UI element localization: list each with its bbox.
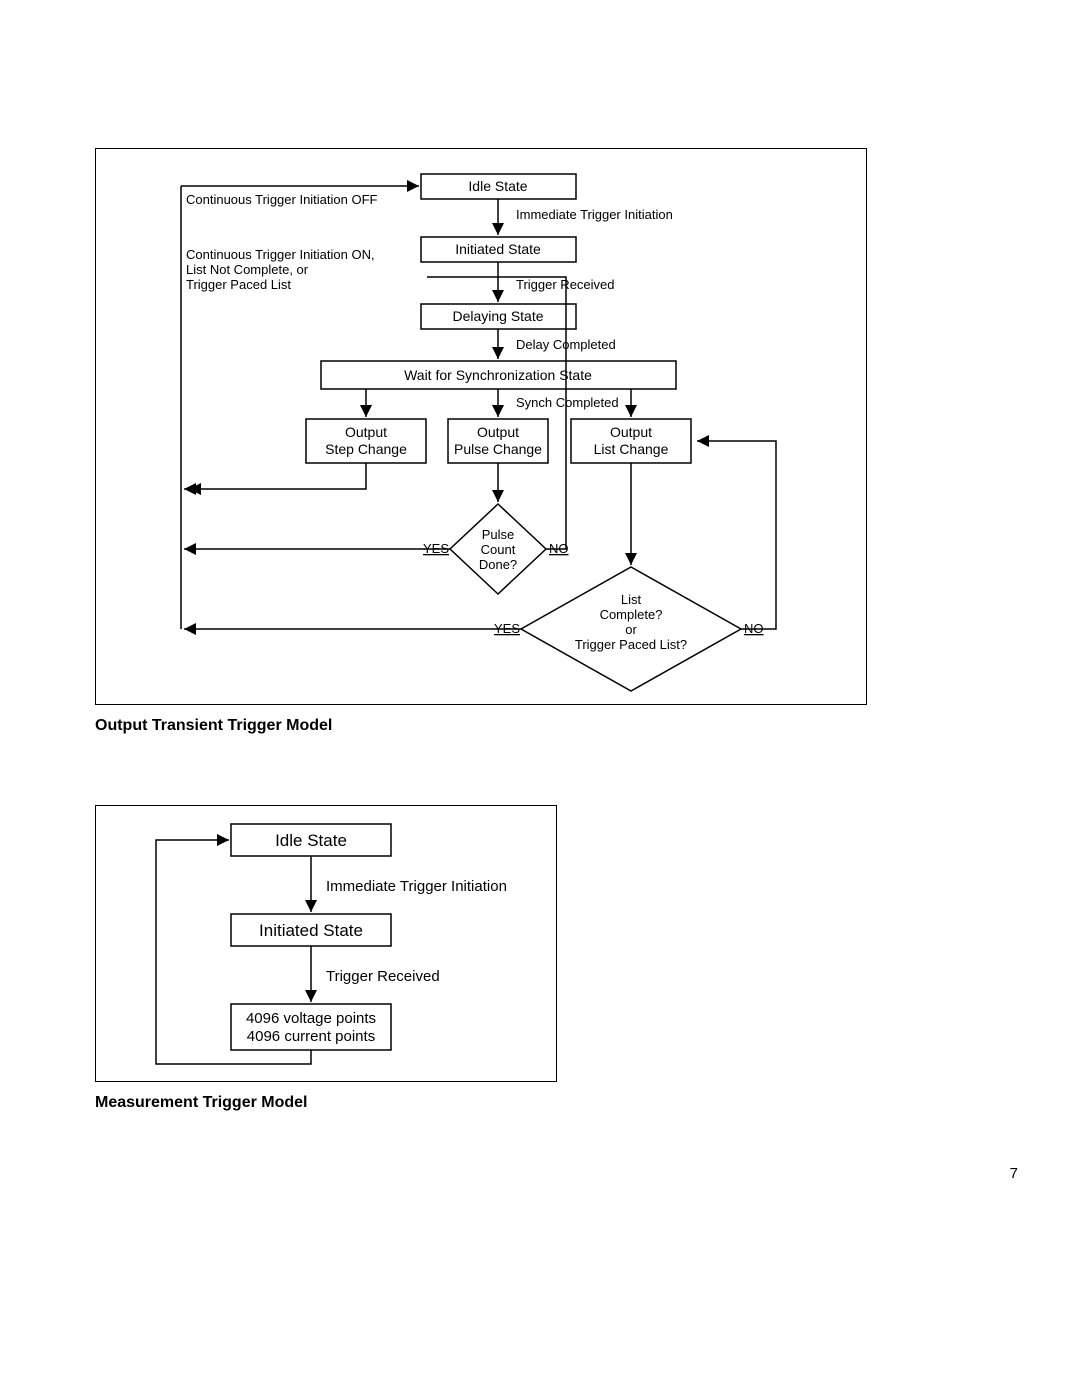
f2-node-initiated-label: Initiated State [259,921,363,940]
edge-outstep-return [189,463,366,489]
label-cont-on-l3: Trigger Paced List [186,277,291,292]
figure1-svg: Idle State Immediate Trigger Initiation … [96,149,866,704]
figure2-caption: Measurement Trigger Model [95,1094,308,1112]
label-synch-done: Synch Completed [516,395,619,410]
pulse-dec-l3: Done? [479,557,517,572]
page-number: 7 [1010,1165,1018,1182]
edge-list-no-return [697,441,776,629]
f2-label-trig-rx: Trigger Received [326,968,440,985]
node-out-list-l1: Output [610,424,652,440]
node-out-step-l1: Output [345,424,387,440]
node-out-list-l2: List Change [594,441,669,457]
node-delaying-label: Delaying State [452,308,543,324]
f2-points-l2: 4096 current points [247,1028,375,1045]
figure2-frame: Idle State Immediate Trigger Initiation … [95,805,557,1082]
list-dec-l4: Trigger Paced List? [575,637,687,652]
node-wait-sync-label: Wait for Synchronization State [404,367,592,383]
pulse-dec-l2: Count [481,542,516,557]
list-dec-l2: Complete? [600,607,663,622]
node-initiated-label: Initiated State [455,241,541,257]
list-dec-l1: List [621,592,642,607]
label-imm-init: Immediate Trigger Initiation [516,207,673,222]
figure2-svg: Idle State Immediate Trigger Initiation … [96,806,556,1081]
pulse-dec-l1: Pulse [482,527,515,542]
node-out-pulse-l2: Pulse Change [454,441,542,457]
node-idle-label: Idle State [468,178,527,194]
label-cont-on-l1: Continuous Trigger Initiation ON, [186,247,375,262]
figure1-caption: Output Transient Trigger Model [95,717,332,735]
f2-node-idle-label: Idle State [275,831,347,850]
figure1-frame: Idle State Immediate Trigger Initiation … [95,148,867,705]
node-out-step-l2: Step Change [325,441,407,457]
list-dec-l3: or [625,622,637,637]
f2-label-imm-init: Immediate Trigger Initiation [326,878,507,895]
f2-points-l1: 4096 voltage points [246,1010,376,1027]
page: Idle State Immediate Trigger Initiation … [0,0,1080,1397]
label-cont-on-l2: List Not Complete, or [186,262,309,277]
label-cont-off: Continuous Trigger Initiation OFF [186,192,378,207]
node-out-pulse-l1: Output [477,424,519,440]
